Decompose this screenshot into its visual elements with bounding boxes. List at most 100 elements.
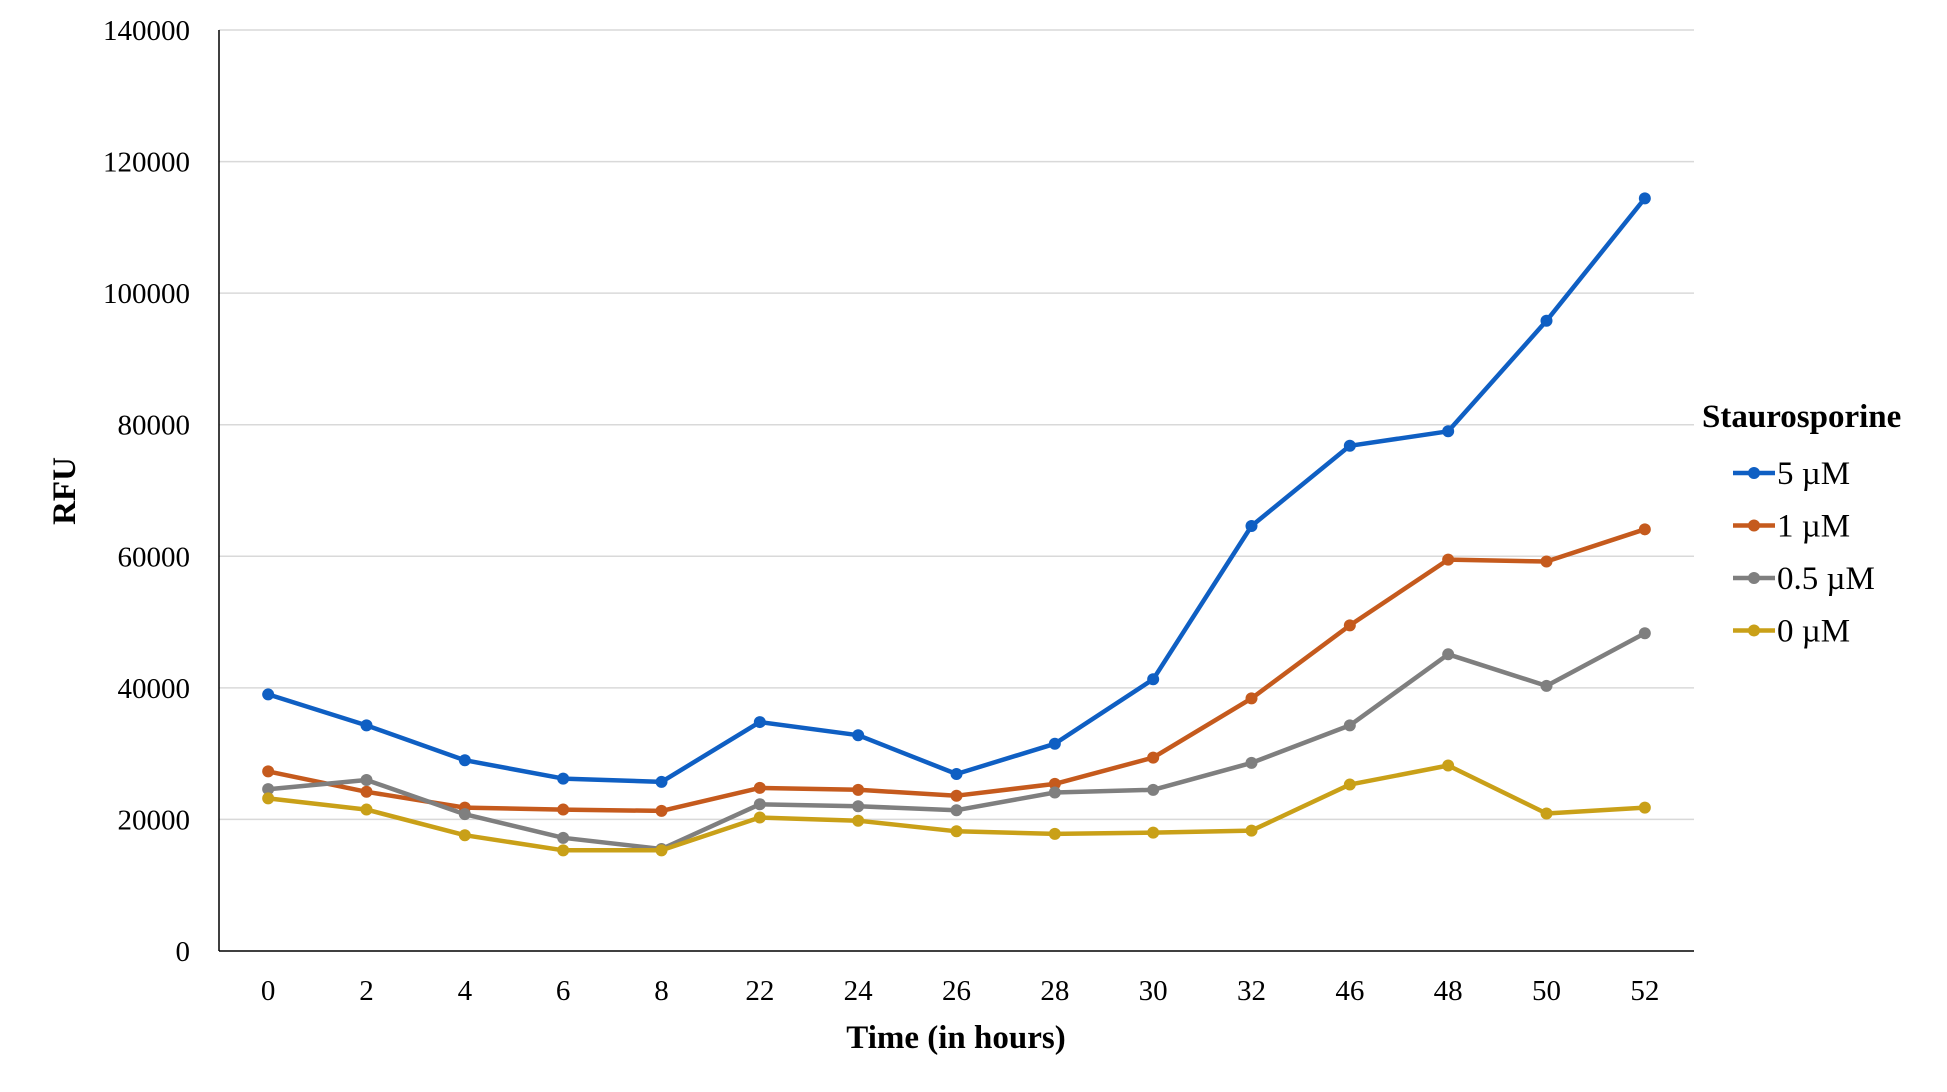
- data-point: [753, 716, 766, 729]
- series-lines: [262, 192, 1651, 857]
- y-tick-label: 100000: [103, 278, 190, 310]
- data-point: [262, 783, 275, 796]
- data-point: [1245, 756, 1258, 769]
- data-point: [262, 765, 275, 778]
- x-tick-label: 28: [1040, 975, 1069, 1007]
- data-point: [360, 773, 373, 786]
- data-point: [1147, 826, 1160, 839]
- data-point: [950, 789, 963, 802]
- data-point: [360, 785, 373, 798]
- gridlines: [219, 29, 1694, 821]
- legend-item: 0.5 µM: [1733, 561, 1875, 597]
- y-axis-title: RFU: [47, 457, 83, 525]
- legend-title: Staurosporine: [1702, 399, 1901, 435]
- data-point: [1147, 673, 1160, 686]
- data-point: [458, 808, 471, 821]
- data-point: [1147, 783, 1160, 796]
- data-point: [655, 804, 668, 817]
- data-point: [1147, 751, 1160, 764]
- data-point: [1638, 192, 1651, 205]
- data-point: [1540, 807, 1553, 820]
- legend-swatch-marker: [1748, 519, 1760, 532]
- data-point: [1442, 759, 1455, 772]
- legend-item: 1 µM: [1733, 509, 1850, 545]
- data-point: [1048, 786, 1061, 799]
- data-point: [458, 754, 471, 767]
- data-point: [262, 688, 275, 701]
- data-point: [1245, 520, 1258, 533]
- x-tick-label: 6: [556, 975, 571, 1007]
- legend-label: 0 µM: [1777, 614, 1850, 650]
- data-point: [1442, 553, 1455, 566]
- legend-swatch-marker: [1748, 572, 1760, 584]
- legend-swatch-marker: [1748, 624, 1760, 637]
- x-tick-label: 32: [1237, 975, 1266, 1007]
- x-tick-label: 0: [261, 975, 276, 1007]
- x-tick-label: 22: [745, 975, 774, 1007]
- series-group: [262, 192, 1651, 788]
- series-group: [262, 523, 1651, 817]
- data-point: [1442, 648, 1455, 661]
- x-tick-label: 24: [844, 975, 874, 1007]
- data-point: [950, 825, 963, 838]
- legend-label: 0.5 µM: [1777, 561, 1875, 597]
- data-point: [1638, 523, 1651, 536]
- data-point: [1540, 555, 1553, 568]
- y-tick-label: 60000: [118, 541, 191, 573]
- series-group: [262, 759, 1651, 857]
- data-point: [655, 775, 668, 788]
- series-group: [262, 627, 1651, 856]
- data-point: [1540, 314, 1553, 327]
- y-tick-label: 80000: [118, 410, 191, 442]
- x-tick-label: 52: [1630, 975, 1659, 1007]
- x-tick-label: 30: [1139, 975, 1168, 1007]
- data-point: [1343, 719, 1356, 732]
- data-point: [557, 844, 570, 857]
- data-point: [753, 798, 766, 811]
- data-point: [950, 804, 963, 817]
- x-axis-title: Time (in hours): [846, 1020, 1065, 1056]
- data-point: [360, 803, 373, 816]
- data-point: [1540, 679, 1553, 692]
- data-point: [1048, 777, 1061, 790]
- data-point: [1638, 627, 1651, 640]
- y-tick-label: 140000: [103, 15, 190, 47]
- legend-item: 5 µM: [1733, 456, 1850, 492]
- y-tick-label: 40000: [118, 673, 191, 705]
- x-tick-label: 8: [654, 975, 669, 1007]
- data-point: [852, 800, 865, 813]
- data-point: [458, 829, 471, 842]
- data-point: [1343, 619, 1356, 632]
- data-point: [360, 719, 373, 732]
- series-line: [265, 196, 1648, 785]
- legend-item: 0 µM: [1733, 614, 1850, 650]
- x-tick-labels: 0 2 4 6 8 22 24 26 28 30 32 46 48 50 52: [261, 975, 1659, 1007]
- y-tick-labels: 0 20000 40000 60000 80000 100000 120000 140000: [103, 15, 190, 968]
- x-tick-label: 48: [1434, 975, 1463, 1007]
- y-tick-label: 120000: [103, 147, 190, 179]
- x-tick-label: 2: [359, 975, 374, 1007]
- data-point: [950, 768, 963, 781]
- data-point: [852, 783, 865, 796]
- legend-swatch-marker: [1748, 467, 1760, 479]
- x-tick-label: 4: [458, 975, 473, 1007]
- axes: [218, 30, 1694, 952]
- data-point: [1343, 778, 1356, 791]
- data-point: [852, 729, 865, 742]
- data-point: [1638, 801, 1651, 814]
- data-point: [753, 811, 766, 824]
- data-point: [1048, 827, 1061, 840]
- y-tick-label: 20000: [118, 804, 191, 836]
- series-line: [265, 631, 1648, 852]
- legend: Staurosporine 5 µM 1 µM 0.5 µM 0 µM: [1702, 399, 1901, 650]
- y-tick-label: 0: [176, 936, 191, 968]
- data-point: [557, 803, 570, 816]
- data-point: [852, 814, 865, 827]
- data-point: [1442, 425, 1455, 438]
- data-point: [557, 772, 570, 785]
- legend-label: 5 µM: [1777, 456, 1850, 492]
- x-tick-label: 26: [942, 975, 971, 1007]
- data-point: [1343, 439, 1356, 452]
